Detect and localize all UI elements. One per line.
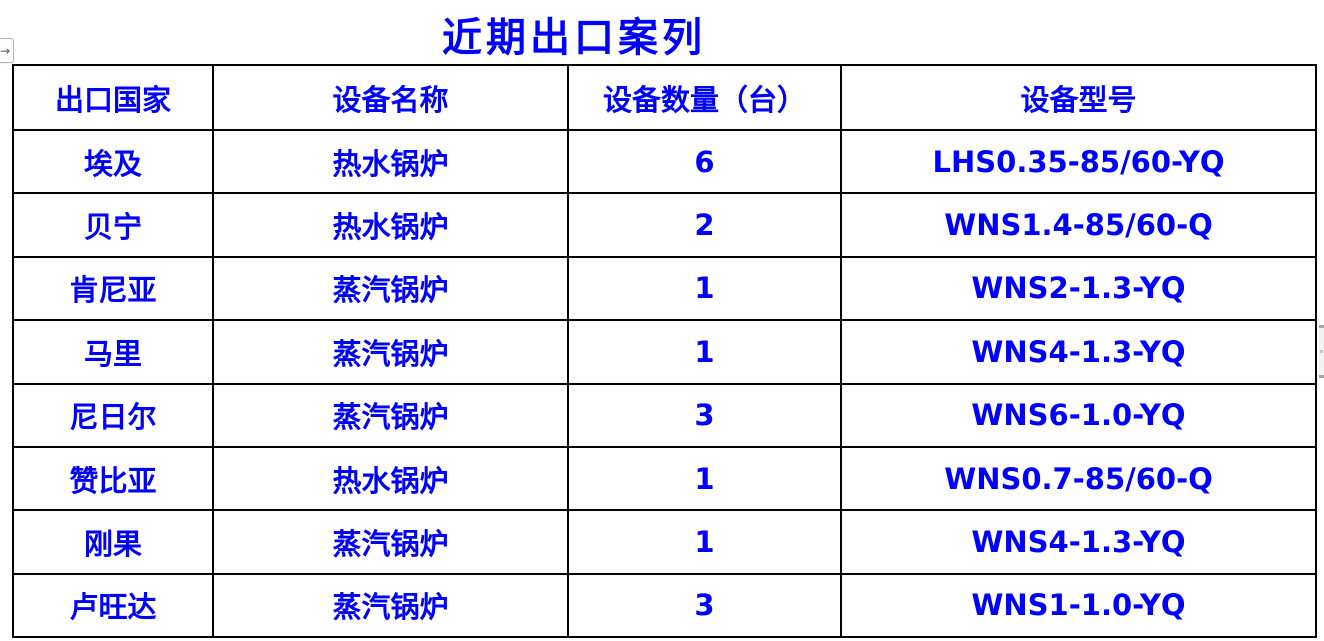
cell-country: 卢旺达 <box>12 572 214 639</box>
cell-model: WNS4-1.3-YQ <box>840 509 1317 575</box>
cell-device: 蒸汽锅炉 <box>212 319 569 385</box>
cell-quantity: 1 <box>567 445 842 512</box>
cell-model: LHS0.35-85/60-YQ <box>840 128 1317 195</box>
column-header-model: 设备型号 <box>840 64 1317 131</box>
cell-model: WNS4-1.3-YQ <box>840 319 1317 385</box>
column-header-country: 出口国家 <box>12 64 214 131</box>
cell-country: 埃及 <box>12 128 214 195</box>
vertical-scrollbar[interactable] <box>1319 325 1324 378</box>
table-row: 卢旺达 蒸汽锅炉 3 WNS1-1.0-YQ <box>12 572 1317 639</box>
cell-country: 尼日尔 <box>12 382 214 448</box>
cell-quantity: 3 <box>567 382 842 448</box>
cell-country: 贝宁 <box>12 192 214 258</box>
scroll-right-button[interactable]: → <box>0 38 14 63</box>
scrollbar-top-cap <box>1319 325 1324 328</box>
arrow-right-icon: → <box>0 43 10 58</box>
cell-quantity: 1 <box>567 509 842 575</box>
page-title: 近期出口案列 <box>442 15 706 61</box>
cell-quantity: 3 <box>567 572 842 639</box>
table-row: 刚果 蒸汽锅炉 1 WNS4-1.3-YQ <box>12 509 1317 575</box>
cell-country: 赞比亚 <box>12 445 214 512</box>
cell-quantity: 2 <box>567 192 842 258</box>
cell-device: 蒸汽锅炉 <box>212 382 569 448</box>
cell-device: 蒸汽锅炉 <box>212 572 569 639</box>
table-row: 马里 蒸汽锅炉 1 WNS4-1.3-YQ <box>12 319 1317 385</box>
cell-device: 蒸汽锅炉 <box>212 509 569 575</box>
cell-country: 刚果 <box>12 509 214 575</box>
scrollbar-bottom-cap <box>1319 375 1324 378</box>
table-row: 贝宁 热水锅炉 2 WNS1.4-85/60-Q <box>12 192 1317 258</box>
cell-model: WNS2-1.3-YQ <box>840 255 1317 322</box>
cell-device: 蒸汽锅炉 <box>212 255 569 322</box>
cell-device: 热水锅炉 <box>212 128 569 195</box>
cell-device: 热水锅炉 <box>212 192 569 258</box>
cell-quantity: 6 <box>567 128 842 195</box>
cell-country: 肯尼亚 <box>12 255 214 322</box>
cell-model: WNS1-1.0-YQ <box>840 572 1317 639</box>
table-row: 肯尼亚 蒸汽锅炉 1 WNS2-1.3-YQ <box>12 255 1317 322</box>
table-row: 赞比亚 热水锅炉 1 WNS0.7-85/60-Q <box>12 445 1317 512</box>
column-header-device: 设备名称 <box>212 64 569 131</box>
cell-model: WNS0.7-85/60-Q <box>840 445 1317 512</box>
table-header-row: 出口国家 设备名称 设备数量（台） 设备型号 <box>12 64 1317 131</box>
cell-quantity: 1 <box>567 255 842 322</box>
table-row: 埃及 热水锅炉 6 LHS0.35-85/60-YQ <box>12 128 1317 195</box>
scrollbar-grip-dot <box>1320 350 1323 353</box>
cell-quantity: 1 <box>567 319 842 385</box>
column-header-quantity: 设备数量（台） <box>567 64 842 131</box>
export-cases-table: 出口国家 设备名称 设备数量（台） 设备型号 埃及 热水锅炉 6 LHS0.35… <box>12 64 1317 639</box>
cell-country: 马里 <box>12 319 214 385</box>
table-row: 尼日尔 蒸汽锅炉 3 WNS6-1.0-YQ <box>12 382 1317 448</box>
cell-device: 热水锅炉 <box>212 445 569 512</box>
cell-model: WNS1.4-85/60-Q <box>840 192 1317 258</box>
cell-model: WNS6-1.0-YQ <box>840 382 1317 448</box>
